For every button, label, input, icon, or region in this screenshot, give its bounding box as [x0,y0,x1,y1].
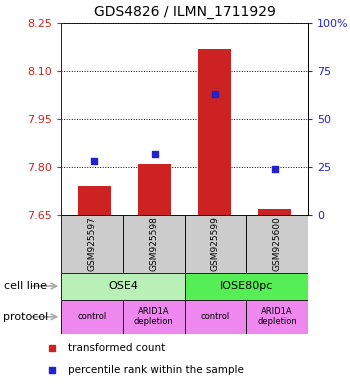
Text: protocol: protocol [4,312,49,322]
Bar [138,164,171,215]
Text: ARID1A
depletion: ARID1A depletion [257,307,297,326]
Text: IOSE80pc: IOSE80pc [219,281,273,291]
Text: control: control [201,312,230,321]
Bar [246,215,308,273]
Bar [258,209,292,215]
Bar [185,273,308,300]
Bar [246,300,308,334]
Text: percentile rank within the sample: percentile rank within the sample [68,364,243,375]
Text: ARID1A
depletion: ARID1A depletion [134,307,174,326]
Text: GSM925598: GSM925598 [149,217,158,271]
Point [92,158,97,164]
Text: cell line: cell line [4,281,47,291]
Point [272,166,278,172]
Bar [185,215,246,273]
Text: GSM925599: GSM925599 [211,217,220,271]
Text: GSM925597: GSM925597 [88,217,97,271]
Bar [198,49,231,215]
Point [49,346,55,352]
Bar [123,300,184,334]
Text: transformed count: transformed count [68,343,165,354]
Text: control: control [77,312,107,321]
Bar [61,273,185,300]
Title: GDS4826 / ILMN_1711929: GDS4826 / ILMN_1711929 [94,5,275,19]
Point [152,151,158,157]
Point [212,91,217,97]
Bar [61,215,123,273]
Bar [61,300,123,334]
Bar [78,186,111,215]
Point [49,366,55,372]
Bar [123,215,184,273]
Text: GSM925600: GSM925600 [273,217,282,271]
Text: OSE4: OSE4 [108,281,138,291]
Bar [185,300,246,334]
